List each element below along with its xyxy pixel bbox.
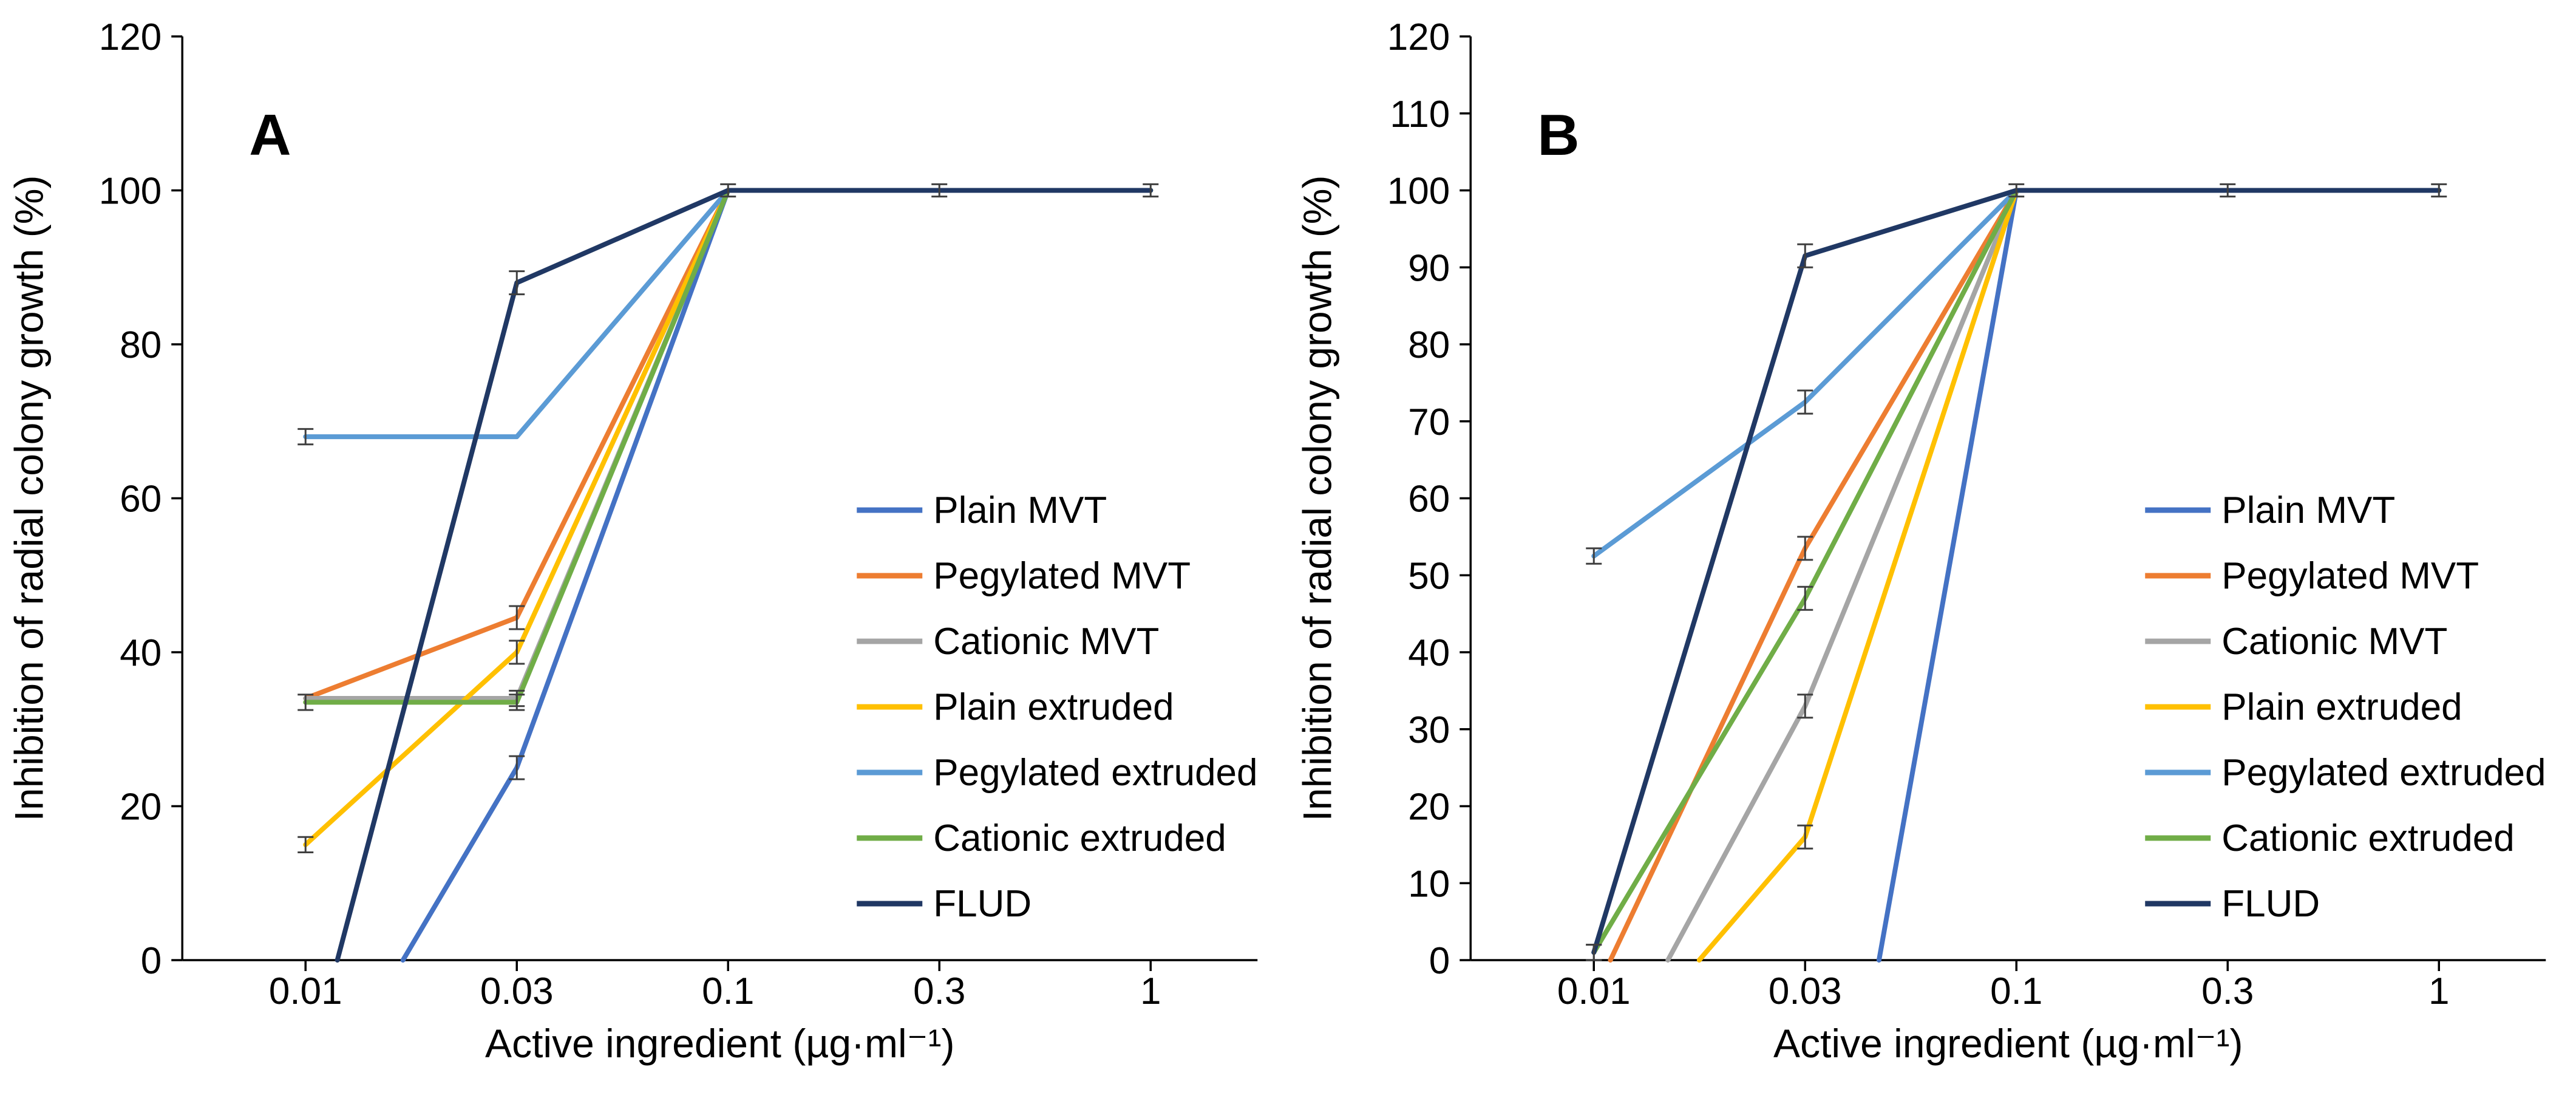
legend-item-cationic-extruded: Cationic extruded — [2144, 817, 2515, 859]
svg-text:0.01: 0.01 — [1557, 970, 1630, 1012]
svg-text:FLUD: FLUD — [2221, 883, 2320, 925]
line-chart-panel-a: 0 20 40 60 80 100 120 0.01 0.03 0.1 0.3 1 Active ing… — [6, 16, 1258, 1066]
svg-text:120: 120 — [1387, 16, 1449, 58]
axis-titles: Active ingredient (µg·ml⁻¹) Inhibition of… — [1294, 176, 2243, 1066]
svg-text:0.1: 0.1 — [702, 970, 754, 1012]
svg-text:Inhibition of radial colony gr: Inhibition of radial colony growth (%) — [6, 176, 51, 822]
legend: Plain MVT Pegylated MVT Cationic MVT Plain … — [857, 489, 1258, 925]
svg-text:0.1: 0.1 — [1990, 970, 2042, 1012]
legend-item-plain-mvt: Plain MVT — [2144, 489, 2395, 531]
legend-item-plain-mvt: Plain MVT — [857, 489, 1107, 531]
legend-item-pegylated-extruded: Pegylated extruded — [857, 752, 1258, 794]
svg-text:FLUD: FLUD — [933, 883, 1031, 925]
y-axis-ticks: 0 10 20 30 40 50 60 70 80 90 100 110 120 — [1387, 16, 1470, 982]
svg-text:Active ingredient (µg·ml⁻¹): Active ingredient (µg·ml⁻¹) — [1773, 1021, 2243, 1066]
legend-item-plain-extruded: Plain extruded — [2144, 686, 2462, 728]
legend-item-pegylated-mvt: Pegylated MVT — [2144, 555, 2479, 597]
svg-text:60: 60 — [1408, 479, 1450, 520]
svg-text:70: 70 — [1408, 401, 1450, 443]
svg-text:Pegylated extruded: Pegylated extruded — [2221, 752, 2546, 794]
legend-item-cationic-mvt: Cationic MVT — [857, 621, 1159, 663]
svg-text:10: 10 — [1408, 863, 1450, 905]
svg-text:Plain MVT: Plain MVT — [2221, 489, 2395, 531]
y-axis-ticks: 0 20 40 60 80 100 120 — [99, 16, 183, 982]
svg-text:0.3: 0.3 — [913, 970, 965, 1012]
svg-text:Cationic extruded: Cationic extruded — [933, 817, 1226, 859]
svg-text:50: 50 — [1408, 555, 1450, 597]
svg-text:Pegylated extruded: Pegylated extruded — [933, 752, 1257, 794]
svg-text:100: 100 — [1387, 171, 1449, 213]
svg-text:0.3: 0.3 — [2201, 970, 2254, 1012]
svg-text:80: 80 — [1408, 324, 1450, 366]
error-bars — [1585, 183, 2447, 961]
svg-text:Plain extruded: Plain extruded — [2221, 686, 2462, 728]
svg-text:0: 0 — [1429, 940, 1449, 982]
chart-panel-a: 0 20 40 60 80 100 120 0.01 0.03 0.1 0.3 1 Active ing… — [6, 16, 1258, 1066]
svg-text:90: 90 — [1408, 247, 1450, 289]
svg-text:Cationic MVT: Cationic MVT — [933, 621, 1159, 663]
legend-item-cationic-extruded: Cationic extruded — [857, 817, 1226, 859]
legend-item-plain-extruded: Plain extruded — [857, 686, 1174, 728]
legend-item-flud: FLUD — [2144, 883, 2320, 925]
svg-text:20: 20 — [120, 786, 161, 828]
panel-letter-a: A — [249, 103, 291, 168]
legend-item-pegylated-extruded: Pegylated extruded — [2144, 752, 2546, 794]
panel-letter-b: B — [1537, 103, 1579, 168]
legend-item-pegylated-mvt: Pegylated MVT — [857, 555, 1191, 597]
x-axis-ticks: 0.01 0.03 0.1 0.3 1 — [1557, 960, 2449, 1012]
svg-text:Active ingredient (µg·ml⁻¹): Active ingredient (µg·ml⁻¹) — [485, 1021, 954, 1066]
svg-text:40: 40 — [1408, 632, 1450, 674]
legend-item-flud: FLUD — [857, 883, 1031, 925]
svg-text:100: 100 — [99, 171, 161, 213]
x-axis-ticks: 0.01 0.03 0.1 0.3 1 — [269, 960, 1161, 1012]
svg-text:1: 1 — [2428, 970, 2449, 1012]
series-line-pegylated-extruded — [303, 188, 1154, 440]
svg-text:0.01: 0.01 — [269, 970, 342, 1012]
svg-text:30: 30 — [1408, 709, 1450, 751]
svg-text:0: 0 — [141, 940, 161, 982]
svg-text:0.03: 0.03 — [480, 970, 554, 1012]
svg-text:Cationic MVT: Cationic MVT — [2221, 621, 2447, 663]
svg-text:80: 80 — [120, 324, 161, 366]
svg-text:60: 60 — [120, 479, 161, 520]
svg-text:110: 110 — [1390, 94, 1450, 135]
svg-text:20: 20 — [1408, 786, 1450, 828]
svg-text:Plain extruded: Plain extruded — [933, 686, 1174, 728]
svg-text:0.03: 0.03 — [1768, 970, 1841, 1012]
axis-titles: Active ingredient (µg·ml⁻¹) Inhibition of… — [6, 176, 954, 1066]
svg-text:Pegylated MVT: Pegylated MVT — [2221, 555, 2479, 597]
svg-text:Pegylated MVT: Pegylated MVT — [933, 555, 1191, 597]
legend-item-cationic-mvt: Cationic MVT — [2144, 621, 2447, 663]
svg-text:Inhibition of radial colony gr: Inhibition of radial colony growth (%) — [1294, 176, 1339, 822]
svg-text:120: 120 — [99, 16, 161, 58]
svg-text:1: 1 — [1140, 970, 1161, 1012]
chart-panel-b: 0 10 20 30 40 50 60 70 80 90 100 110 120 0.01 0.03 0.1 0… — [1288, 0, 2576, 1115]
error-bars — [297, 183, 1159, 854]
svg-text:Plain MVT: Plain MVT — [933, 489, 1107, 531]
legend: Plain MVT Pegylated MVT Cationic MVT Plain … — [2144, 489, 2546, 925]
svg-text:Cationic extruded: Cationic extruded — [2221, 817, 2515, 859]
svg-text:40: 40 — [120, 632, 161, 674]
